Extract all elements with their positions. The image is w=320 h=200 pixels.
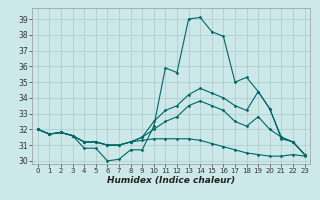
X-axis label: Humidex (Indice chaleur): Humidex (Indice chaleur): [107, 176, 235, 185]
